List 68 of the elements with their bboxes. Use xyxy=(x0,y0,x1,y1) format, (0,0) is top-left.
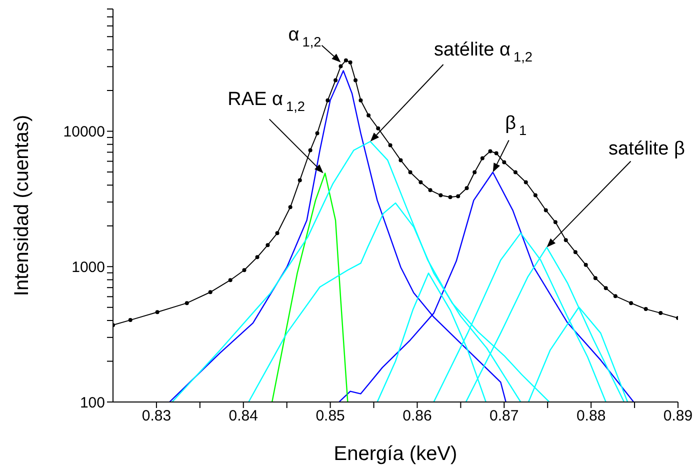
point xyxy=(604,286,608,290)
point xyxy=(553,220,558,224)
point xyxy=(366,113,371,118)
point xyxy=(564,238,568,242)
point xyxy=(298,178,302,182)
x-tick-label: 0.89 xyxy=(663,408,693,425)
point xyxy=(584,262,588,267)
point xyxy=(456,194,460,198)
annotation: α$_{1,2}$ xyxy=(288,24,322,50)
point xyxy=(184,301,189,306)
x-tick-label: 0.85 xyxy=(316,408,345,425)
point xyxy=(448,195,452,200)
y-tick-label: 10000 xyxy=(63,124,105,141)
point xyxy=(275,231,280,236)
annotation: satélite β xyxy=(608,138,686,160)
point xyxy=(593,276,598,280)
point xyxy=(388,143,392,148)
point xyxy=(488,149,492,154)
point xyxy=(358,98,363,102)
x-axis-title: Energía (keV) xyxy=(334,443,458,465)
x-tick-label: 0.84 xyxy=(228,408,258,425)
point xyxy=(338,64,343,68)
point xyxy=(128,318,132,322)
x-tick-label: 0.88 xyxy=(576,408,606,425)
point xyxy=(155,310,160,314)
y-tick-label: 100 xyxy=(80,394,105,412)
point xyxy=(533,193,538,198)
point xyxy=(326,98,330,102)
point xyxy=(334,78,338,82)
point xyxy=(573,250,578,254)
point xyxy=(644,307,648,312)
x-tick-label: 0.83 xyxy=(142,408,172,425)
point xyxy=(315,131,320,136)
y-tick-label: 1000 xyxy=(72,258,105,276)
point xyxy=(228,278,232,282)
point xyxy=(480,156,484,160)
point xyxy=(376,126,380,130)
y-axis-title: Intensidad (cuentas) xyxy=(11,114,33,296)
point xyxy=(418,180,423,184)
point xyxy=(288,205,292,210)
point xyxy=(255,255,260,260)
x-tick-label: 0.87 xyxy=(490,408,519,425)
point xyxy=(658,311,663,316)
point xyxy=(464,186,469,190)
point xyxy=(472,170,477,174)
point xyxy=(494,151,498,156)
point xyxy=(629,301,634,306)
point xyxy=(266,243,270,248)
point xyxy=(613,294,618,298)
point xyxy=(524,180,528,184)
point xyxy=(438,193,443,198)
point xyxy=(398,158,403,162)
point xyxy=(308,148,312,152)
point xyxy=(502,160,506,164)
point xyxy=(208,290,212,294)
x-tick-label: 0.86 xyxy=(402,408,432,425)
point xyxy=(344,58,348,62)
point xyxy=(513,170,518,174)
point xyxy=(544,208,548,212)
point xyxy=(348,60,352,64)
annotation: β$_{1}$ xyxy=(505,113,527,138)
point xyxy=(354,78,358,82)
line-series xyxy=(271,172,348,402)
point xyxy=(242,268,246,272)
point xyxy=(408,170,412,174)
annotation: satélite α$_{1,2}$ xyxy=(434,40,533,65)
point xyxy=(428,188,432,192)
annotation: RAE α$_{1,2}$ xyxy=(228,89,306,114)
